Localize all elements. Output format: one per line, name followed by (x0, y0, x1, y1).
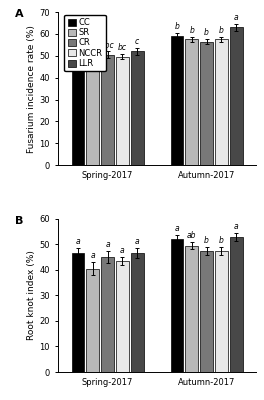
Text: a: a (90, 251, 95, 260)
Bar (86, 268, 99, 372)
Text: A: A (15, 9, 23, 19)
Bar (200, 251, 213, 372)
Text: a: a (120, 246, 125, 255)
Text: Spring-2017: Spring-2017 (82, 378, 133, 387)
Text: a: a (135, 237, 140, 246)
Y-axis label: Root knot index (%): Root knot index (%) (27, 250, 36, 340)
Text: Autumn-2017: Autumn-2017 (178, 378, 235, 387)
Text: a: a (234, 222, 239, 231)
Y-axis label: Fusarium incidence rate (%): Fusarium incidence rate (%) (27, 25, 36, 152)
Bar (215, 251, 228, 372)
Text: b: b (219, 236, 224, 245)
Bar (200, 42, 213, 165)
Text: Spring-2017: Spring-2017 (82, 171, 133, 180)
Text: abc: abc (101, 41, 115, 50)
Text: ab: ab (187, 231, 196, 240)
Text: bc: bc (118, 44, 127, 52)
Bar (230, 237, 243, 372)
Bar (72, 46, 84, 165)
Text: b: b (204, 236, 209, 245)
Bar (86, 61, 99, 165)
Bar (131, 253, 144, 372)
Bar (116, 261, 129, 372)
Bar (101, 257, 114, 372)
Text: a: a (76, 237, 80, 246)
Text: B: B (15, 216, 23, 226)
Text: a: a (234, 13, 239, 22)
Text: Autumn-2017: Autumn-2017 (178, 171, 235, 180)
Text: b: b (175, 22, 179, 31)
Text: a: a (105, 240, 110, 249)
Text: a: a (175, 224, 179, 233)
Bar (116, 57, 129, 165)
Text: b: b (219, 26, 224, 35)
Bar (215, 39, 228, 165)
Text: c: c (135, 37, 139, 46)
Bar (230, 27, 243, 165)
Text: c: c (91, 47, 95, 56)
Bar (101, 55, 114, 165)
Text: a: a (76, 32, 80, 42)
Bar (131, 51, 144, 165)
Bar (72, 253, 84, 372)
Bar (171, 239, 183, 372)
Legend: CC, SR, CR, NCCR, LLR: CC, SR, CR, NCCR, LLR (64, 15, 106, 71)
Text: b: b (204, 28, 209, 37)
Text: b: b (189, 26, 194, 35)
Bar (171, 36, 183, 165)
Bar (185, 39, 198, 165)
Bar (185, 246, 198, 372)
